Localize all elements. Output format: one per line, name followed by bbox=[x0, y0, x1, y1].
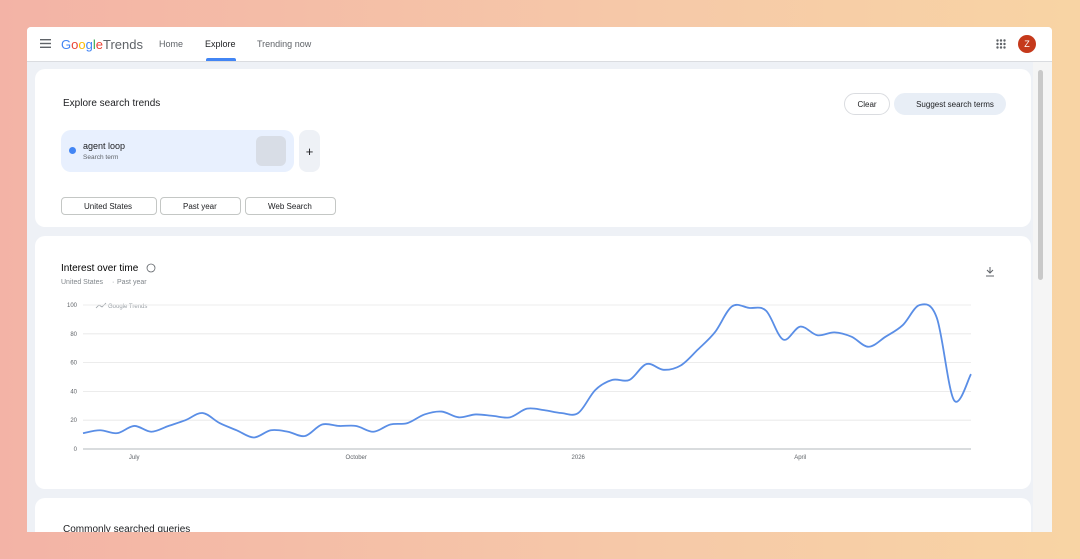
y-tick-label: 20 bbox=[70, 418, 77, 424]
x-tick-label: 2026 bbox=[572, 455, 586, 461]
explore-title: Explore search trends bbox=[63, 98, 161, 109]
search-term-box[interactable]: agent loop Search term bbox=[61, 130, 294, 172]
nav-link[interactable]: Home bbox=[159, 39, 184, 49]
term-dot bbox=[69, 147, 76, 154]
watermark: Google Trends bbox=[108, 304, 147, 310]
avatar[interactable]: Z bbox=[1018, 35, 1036, 53]
y-tick-label: 80 bbox=[70, 332, 77, 338]
suggest-button[interactable]: Suggest search terms bbox=[894, 93, 1006, 115]
separator: · bbox=[112, 279, 114, 286]
apps-icon[interactable] bbox=[996, 39, 1006, 49]
x-tick-label: July bbox=[129, 455, 140, 461]
explore-card: Explore search trends Clear Suggest sear… bbox=[35, 69, 1031, 227]
filter-property[interactable]: Web Search bbox=[245, 197, 336, 215]
y-tick-label: 0 bbox=[74, 447, 78, 453]
y-tick-label: 100 bbox=[67, 303, 78, 309]
chart-title: Interest over time bbox=[61, 263, 139, 274]
watermark-icon bbox=[95, 302, 107, 309]
x-tick-label: October bbox=[346, 455, 367, 461]
download-icon[interactable] bbox=[986, 267, 994, 277]
scrollbar bbox=[1033, 62, 1052, 532]
add-term-button[interactable]: + bbox=[299, 130, 320, 172]
header: Google Trends Home Explore Trending now … bbox=[27, 27, 1052, 62]
clear-button[interactable]: Clear bbox=[844, 93, 890, 115]
x-tick-label: April bbox=[794, 455, 806, 461]
browser-window: Google Trends Home Explore Trending now … bbox=[27, 27, 1052, 532]
nav-link[interactable]: Explore bbox=[205, 39, 236, 49]
chart-subtitle: United States bbox=[61, 279, 104, 286]
term: agent loop bbox=[83, 141, 126, 151]
info-icon[interactable] bbox=[146, 263, 156, 273]
compare-icon[interactable] bbox=[256, 136, 286, 166]
nav-link[interactable]: Trending now bbox=[257, 39, 312, 49]
menu-icon[interactable] bbox=[40, 39, 51, 48]
active-tab-indicator bbox=[206, 58, 236, 61]
queries-card: Commonly searched queries bbox=[35, 498, 1031, 532]
chart-card: Interest over time United States · Past … bbox=[35, 236, 1031, 489]
logo-google: Google bbox=[61, 37, 103, 52]
logo-trends: Trends bbox=[103, 37, 143, 52]
chart: Interest over time United States · Past … bbox=[61, 263, 994, 461]
trend-line bbox=[82, 303, 972, 439]
filter-location[interactable]: United States bbox=[61, 197, 157, 215]
section-title: Commonly searched queries bbox=[63, 524, 191, 532]
y-tick-label: 60 bbox=[70, 361, 77, 367]
chart-subtitle: Past year bbox=[117, 279, 147, 286]
filter-time[interactable]: Past year bbox=[160, 197, 241, 215]
term-sub: Search term bbox=[83, 154, 119, 161]
y-tick-label: 40 bbox=[70, 389, 77, 395]
